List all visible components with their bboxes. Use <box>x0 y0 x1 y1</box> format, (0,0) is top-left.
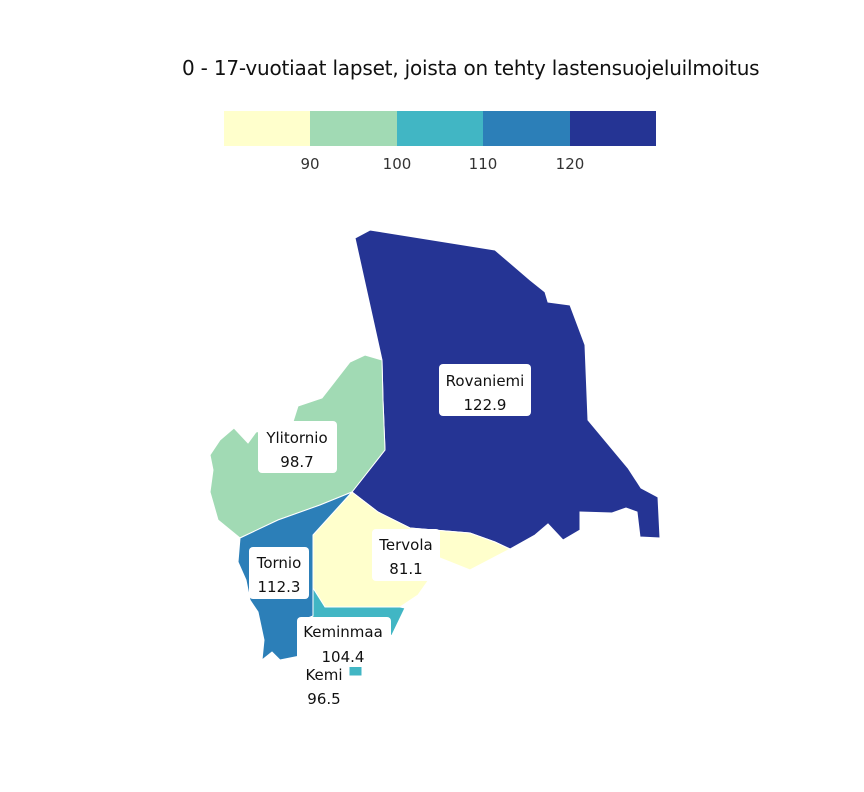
legend-tick-110: 110 <box>468 155 498 173</box>
region-name-rovaniemi: Rovaniemi <box>446 372 525 390</box>
legend-swatch-4 <box>483 111 570 146</box>
legend-swatch-2 <box>310 111 397 146</box>
region-name-kemi: Kemi <box>305 666 342 684</box>
legend-tick-120: 120 <box>555 155 585 173</box>
legend-swatch-5 <box>569 111 657 146</box>
region-name-tornio: Tornio <box>256 554 302 572</box>
legend-swatch-1 <box>224 111 311 146</box>
color-legend <box>224 111 657 146</box>
label-box-rovaniemi <box>439 364 531 416</box>
label-box-tornio <box>249 547 309 599</box>
region-value-tornio: 112.3 <box>258 578 301 596</box>
legend-tick-90: 90 <box>300 155 320 173</box>
legend-swatch-3 <box>396 111 484 146</box>
region-name-keminmaa: Keminmaa <box>303 623 383 641</box>
region-value-kemi: 96.5 <box>307 690 340 708</box>
region-name-tervola: Tervola <box>378 536 432 554</box>
region-value-tervola: 81.1 <box>389 560 422 578</box>
legend-tick-100: 100 <box>382 155 412 173</box>
region-value-rovaniemi: 122.9 <box>464 396 507 414</box>
region-value-keminmaa: 104.4 <box>322 648 365 666</box>
region-value-ylitornio: 98.7 <box>280 453 313 471</box>
label-box-ylitornio <box>258 421 337 473</box>
label-box-keminmaa <box>297 617 391 667</box>
region-name-ylitornio: Ylitornio <box>265 429 327 447</box>
label-box-tervola <box>372 529 440 581</box>
map-title: 0 - 17-vuotiaat lapset, joista on tehty … <box>182 56 760 80</box>
